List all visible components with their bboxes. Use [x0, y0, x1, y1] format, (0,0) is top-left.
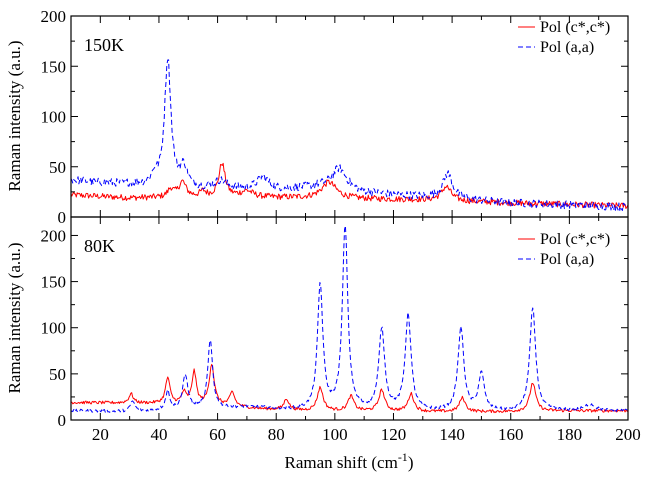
legend-80k: Pol (c*,c*) Pol (a,a): [518, 231, 610, 268]
x-tick-label: 20: [92, 425, 109, 444]
y-tick-label: 0: [58, 208, 67, 227]
panel-label-80k: 80K: [84, 236, 115, 256]
panel-80k: 0 50 100 150 200 20 40 60 80 100 120 140 160 180 200 8…: [41, 216, 641, 444]
x-tick-label: 160: [498, 425, 524, 444]
y-tick-label: 150: [41, 57, 67, 76]
y-tick-label: 0: [58, 411, 67, 430]
legend-entry-label: Pol (c*,c*): [540, 19, 610, 36]
y-tick-label: 50: [49, 365, 66, 384]
x-tick-label: 200: [615, 425, 641, 444]
panel-label-150k: 150K: [84, 35, 124, 55]
y-tick-label: 100: [41, 108, 67, 127]
x-axis-label: Raman shift (cm-1): [285, 450, 414, 472]
panel-150k: 0 50 100 150 200 150K Pol (c*,c*) Pol (a,a): [41, 7, 629, 227]
x-tick-label: 80: [268, 425, 285, 444]
legend-entry-label: Pol (a,a): [540, 39, 594, 56]
plot-lines-150k: [71, 59, 628, 211]
series-line: [71, 162, 628, 209]
ticks-80k: 0 50 100 150 200 20 40 60 80 100 120 140 160 180 200: [41, 217, 641, 444]
ticks-150k: 0 50 100 150 200: [41, 7, 629, 227]
x-axis-label-close: ): [408, 453, 414, 472]
series-line: [71, 363, 628, 414]
legend-150k: Pol (c*,c*) Pol (a,a): [518, 19, 610, 56]
x-axis-label-superscript: -1: [398, 450, 408, 464]
y-tick-label: 150: [41, 273, 67, 292]
series-line: [71, 59, 628, 211]
legend-entry-label: Pol (a,a): [540, 251, 594, 268]
legend-entry-label: Pol (c*,c*): [540, 231, 610, 248]
y-axis-label-top: Raman intensity (a.u.): [5, 40, 24, 191]
x-tick-label: 120: [381, 425, 407, 444]
x-tick-label: 140: [439, 425, 465, 444]
plot-frame-80k: [70, 216, 629, 421]
y-tick-label: 200: [41, 7, 67, 26]
plot-lines-80k: [71, 225, 628, 414]
y-tick-label: 200: [41, 226, 67, 245]
x-tick-label: 180: [557, 425, 583, 444]
y-axis-label-bottom: Raman intensity (a.u.): [5, 242, 24, 393]
x-tick-label: 100: [322, 425, 348, 444]
series-line: [71, 225, 628, 413]
x-axis-label-main: Raman shift (cm: [285, 453, 398, 472]
y-tick-label: 100: [41, 319, 67, 338]
x-tick-label: 40: [150, 425, 167, 444]
x-tick-label: 60: [209, 425, 226, 444]
y-tick-label: 50: [49, 158, 66, 177]
